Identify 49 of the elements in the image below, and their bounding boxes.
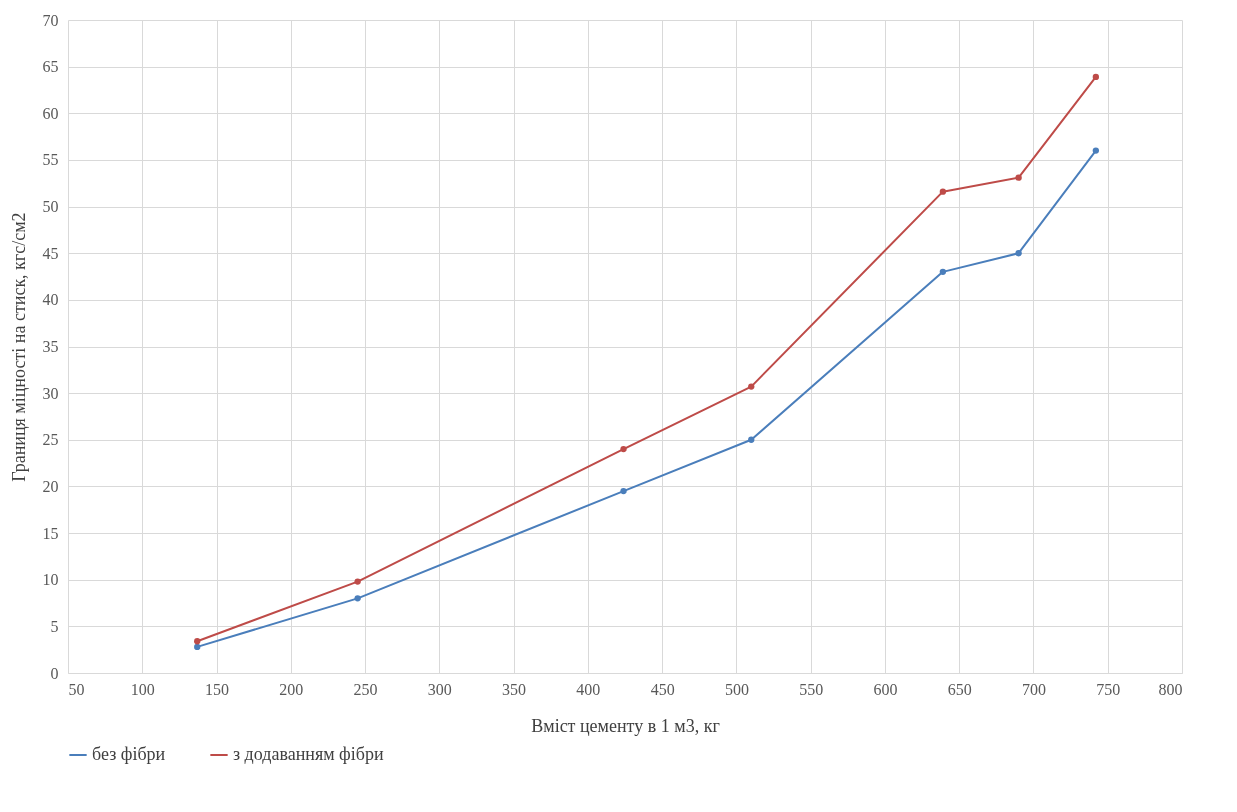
y-tick-label: 65 xyxy=(42,58,59,76)
x-tick-label: 350 xyxy=(502,680,527,698)
y-tick-label: 55 xyxy=(42,151,59,169)
y-tick-label: 5 xyxy=(50,617,59,635)
legend-label: без фібри xyxy=(92,744,166,764)
point xyxy=(354,578,361,585)
point xyxy=(194,638,201,645)
point xyxy=(748,383,755,390)
x-tick-label: 50 xyxy=(68,680,85,698)
point xyxy=(620,445,627,453)
point xyxy=(1092,73,1100,81)
point xyxy=(1015,250,1022,257)
point xyxy=(939,188,947,195)
y-tick-label: 70 xyxy=(42,11,59,29)
point xyxy=(194,643,201,651)
x-axis-title: Вміст цементу в 1 м3, кг xyxy=(531,715,720,736)
y-tick-label: 50 xyxy=(42,198,59,216)
x-tick-label: 600 xyxy=(873,680,898,698)
point xyxy=(354,595,361,602)
x-tick-label: 200 xyxy=(279,680,304,698)
point xyxy=(620,487,627,495)
x-tick-label: 650 xyxy=(947,680,972,698)
point xyxy=(748,436,755,443)
point xyxy=(1092,147,1100,154)
point xyxy=(1015,174,1022,181)
legend-label: з додаванням фібри xyxy=(233,744,384,764)
y-tick-label: 30 xyxy=(42,384,59,402)
x-tick-label: 100 xyxy=(130,680,155,698)
x-tick-label: 500 xyxy=(724,680,749,698)
x-tick-label: 300 xyxy=(427,680,452,698)
x-tick-label: 750 xyxy=(1096,680,1121,698)
y-axis-title: Границя міцності на стиск, кгс/см2 xyxy=(8,212,29,482)
y-tick-label: 20 xyxy=(42,477,59,495)
x-tick-label: 550 xyxy=(799,680,824,698)
x-tick-label: 250 xyxy=(353,680,378,698)
y-tick-label: 35 xyxy=(42,338,59,355)
x-tick-label: 800 xyxy=(1158,680,1183,698)
y-tick-label: 60 xyxy=(42,104,59,122)
y-tick-label: 15 xyxy=(42,524,59,542)
y-tick-label: 0 xyxy=(50,664,59,682)
x-tick-label: 400 xyxy=(576,680,601,698)
y-tick-label: 45 xyxy=(42,244,59,262)
point xyxy=(939,268,947,276)
y-tick-label: 40 xyxy=(42,291,59,309)
x-tick-label: 700 xyxy=(1021,680,1046,698)
y-tick-label: 10 xyxy=(42,571,59,589)
y-tick-label: 25 xyxy=(42,431,59,449)
x-tick-label: 450 xyxy=(650,680,675,698)
x-tick-label: 150 xyxy=(205,680,230,698)
